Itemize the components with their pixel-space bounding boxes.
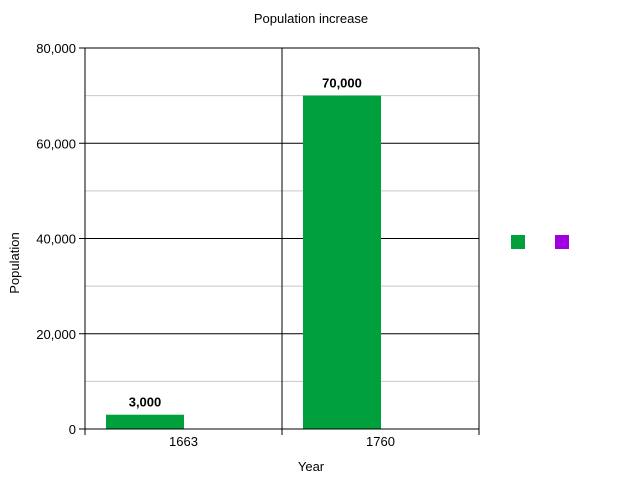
y-tick-label: 80,000 [36, 41, 76, 56]
legend [511, 235, 569, 249]
data-label-1663: 3,000 [129, 395, 162, 410]
bar-1663 [106, 414, 184, 429]
y-axis-ticks: 0 20,000 40,000 60,000 80,000 [36, 41, 85, 437]
x-axis-ticks: 1663 1760 [84, 429, 480, 449]
legend-marker [511, 235, 525, 249]
y-tick-label: 60,000 [36, 136, 76, 151]
y-tick-label: 0 [69, 422, 76, 437]
x-tick-label-1663: 1663 [169, 434, 198, 449]
data-labels: 3,000 70,000 [129, 76, 362, 410]
chart-title: Population increase [254, 11, 368, 26]
gridlines [85, 47, 479, 429]
x-tick-label-1760: 1760 [366, 434, 395, 449]
y-tick-label: 40,000 [36, 232, 76, 247]
data-label-1760: 70,000 [322, 76, 362, 91]
y-axis-title: Population [7, 232, 22, 293]
bars [106, 95, 381, 429]
bar-1760 [303, 95, 381, 429]
x-axis-title: Year [298, 459, 325, 474]
legend-marker [555, 235, 569, 249]
y-tick-label: 20,000 [36, 327, 76, 342]
